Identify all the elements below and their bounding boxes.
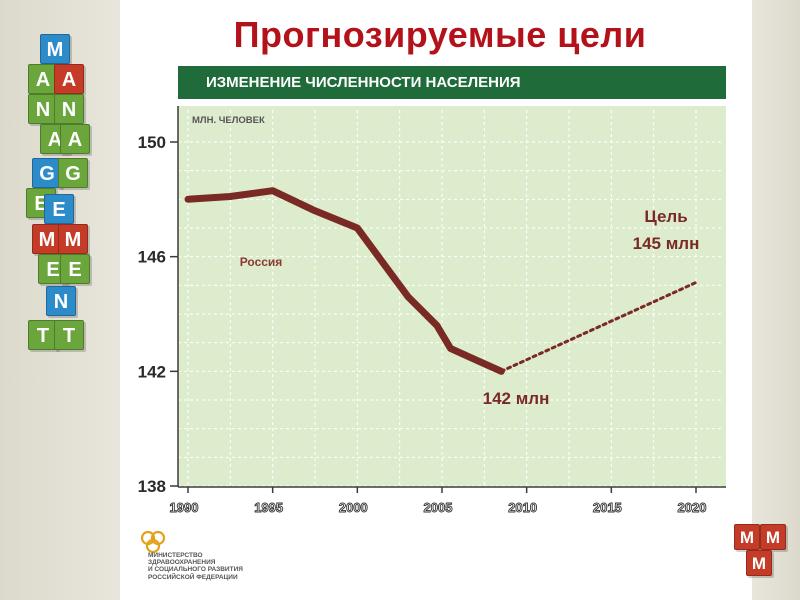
y-tick-label: 142 [138,362,166,381]
forecast-line [499,281,698,373]
letter-block: E [44,194,74,224]
letter-block: M [32,224,62,254]
x-tick-label: 1990 [170,500,199,515]
letter-block: T [28,320,58,350]
letter-block: M [58,224,88,254]
series-line-russia [184,187,505,375]
y-tick-label: 138 [138,477,166,496]
corner-letter-block: M [734,524,760,550]
annotation-goal-title: Цель [644,207,687,226]
letter-block: M [40,34,70,64]
letter-block: N [54,94,84,124]
letter-block: G [58,158,88,188]
y-unit-label: МЛН. ЧЕЛОВЕК [192,115,265,126]
annotation-goal-value: 145 млн [633,234,700,253]
series-label-russia: Россия [240,255,283,269]
y-tick-label: 150 [138,133,166,152]
corner-letter-block: M [746,550,772,576]
x-tick-label: 2000 [339,500,368,515]
ministry-caption-line: здравоохранения [148,559,216,567]
x-tick-label: 2005 [424,500,453,515]
letter-block: N [28,94,58,124]
letter-block: A [60,124,90,154]
annotation-current: 142 млн [483,389,550,408]
x-tick-label: 2010 [508,500,537,515]
letter-block: A [54,64,84,94]
letter-block: A [28,64,58,94]
x-tick-label: 2020 [678,500,707,515]
ministry-caption-line: Российской Федерации [148,573,238,581]
slide-title: Прогнозируемые цели [233,14,647,55]
x-tick-label: 1995 [254,500,283,515]
x-tick-label: 2015 [593,500,622,515]
letter-block: E [60,254,90,284]
ministry-caption-line: и социального развития [148,566,243,574]
y-tick-label: 146 [138,248,166,267]
letter-block: T [54,320,84,350]
corner-letter-block: M [760,524,786,550]
chart-header-bar: ИЗМЕНЕНИЕ ЧИСЛЕННОСТИ НАСЕЛЕНИЯ [178,66,726,99]
ministry-caption: Министерство здравоохранения и социального… [148,552,288,581]
ministry-logo-icon [140,530,166,554]
ministry-caption-line: Министерство [148,552,203,559]
letter-block: G [32,158,62,188]
letter-block: N [46,286,76,316]
right-decor-panel [752,0,800,600]
plot-background [178,106,726,487]
